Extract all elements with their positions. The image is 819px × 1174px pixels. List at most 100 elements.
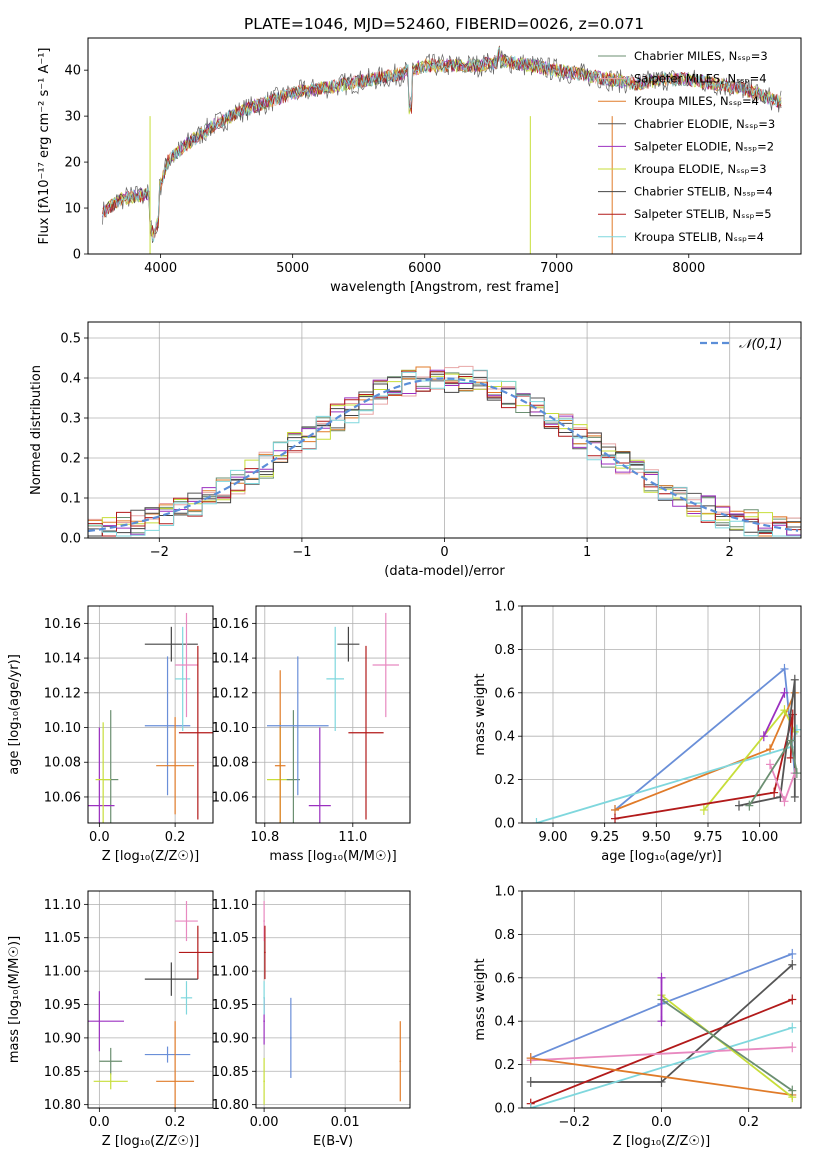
mass_vs_Z-xtick-label: 0.2 bbox=[165, 1115, 186, 1130]
mass_vs_Z-plot-area bbox=[88, 891, 213, 1108]
spectrum-legend-label: Chabrier ELODIE, Nₛₛₚ=3 bbox=[634, 117, 775, 131]
age_vs_Z-ytick-label: 10.14 bbox=[44, 652, 81, 667]
residuals-xtick-label: 0 bbox=[440, 545, 448, 560]
residuals-frame bbox=[87, 321, 802, 539]
weight_vs_Z-series-line bbox=[530, 1026, 793, 1108]
mass_vs_ebv-xlabel: E(B-V) bbox=[313, 1134, 353, 1149]
mass_vs_Z-ytick-label: 10.90 bbox=[44, 1031, 81, 1046]
age_vs_mass-xtick-label: 11.0 bbox=[338, 830, 367, 845]
weight_vs_Z-series-line bbox=[530, 1057, 793, 1096]
spectrum-ylabel: Flux [fλ10⁻¹⁷ erg cm⁻² s⁻¹ A⁻¹] bbox=[37, 48, 52, 245]
age_vs_Z-xlabel: Z [log₁₀(Z/Z☉)] bbox=[102, 849, 199, 864]
weight_vs_Z-series-line bbox=[530, 998, 793, 1105]
spectrum-xtick-label: 6000 bbox=[408, 261, 441, 276]
age_vs_mass-ytick-label: 10.10 bbox=[212, 721, 249, 736]
spectrum-legend-label: Kroupa MILES, Nₛₛₚ=4 bbox=[634, 94, 759, 108]
weight_vs_age-xtick-label: 10.00 bbox=[741, 830, 778, 845]
weight_vs_age-ytick-label: 0.4 bbox=[494, 730, 515, 745]
weight_vs_age-xtick-label: 9.00 bbox=[539, 830, 568, 845]
weight_vs_Z-xtick-label: 0.2 bbox=[738, 1115, 759, 1130]
mass_vs_ebv-ytick-label: 10.80 bbox=[212, 1098, 249, 1113]
age_vs_Z-xtick-label: 0.2 bbox=[165, 830, 186, 845]
residuals-ytick-label: 0.2 bbox=[60, 452, 81, 467]
age_vs_Z-ytick-label: 10.06 bbox=[44, 790, 81, 805]
residuals-ytick-label: 0.3 bbox=[60, 412, 81, 427]
mass_vs_Z-ytick-label: 10.80 bbox=[44, 1098, 81, 1113]
spectrum-plot-area bbox=[102, 45, 782, 254]
weight_vs_Z-ytick-label: 0.2 bbox=[494, 1058, 515, 1073]
residuals-xtick-label: −1 bbox=[292, 545, 311, 560]
mass_vs_ebv-ytick-label: 11.05 bbox=[212, 931, 249, 946]
weight_vs_age-ytick-label: 0.8 bbox=[494, 643, 515, 658]
residual-histogram bbox=[88, 369, 801, 537]
residuals-xtick-label: 2 bbox=[726, 545, 734, 560]
mass_vs_Z-ytick-label: 11.00 bbox=[44, 965, 81, 980]
normal-curve bbox=[88, 377, 799, 533]
spectrum-ytick-label: 0 bbox=[73, 248, 81, 263]
mass_vs_Z-xlabel: Z [log₁₀(Z/Z☉)] bbox=[102, 1134, 199, 1149]
mass_vs_Z-ytick-label: 11.05 bbox=[44, 931, 81, 946]
weight_vs_Z-xlabel: Z [log₁₀(Z/Z☉)] bbox=[613, 1134, 710, 1149]
spectrum-ytick-label: 20 bbox=[64, 156, 81, 171]
residuals-plot-area bbox=[88, 322, 801, 538]
weight_vs_Z-ytick-label: 0.4 bbox=[494, 1015, 515, 1030]
mass_vs_ebv-frame bbox=[255, 890, 411, 1109]
figure-title: PLATE=1046, MJD=52460, FIBERID=0026, z=0… bbox=[244, 15, 644, 33]
age_vs_mass-ytick-label: 10.14 bbox=[212, 652, 249, 667]
weight_vs_Z-series-line bbox=[660, 994, 793, 1098]
spectrum-series-line bbox=[102, 46, 782, 242]
weight_vs_Z-series-line bbox=[660, 998, 793, 1092]
age_vs_Z-ytick-label: 10.16 bbox=[44, 617, 81, 632]
spectrum-frame bbox=[87, 37, 802, 255]
residuals-ytick-label: 0.0 bbox=[60, 532, 81, 547]
weight_vs_Z-ytick-label: 0.6 bbox=[494, 971, 515, 986]
age_vs_mass-frame bbox=[255, 605, 411, 824]
spectrum-legend-label: Kroupa STELIB, Nₛₛₚ=4 bbox=[634, 230, 764, 244]
mass_vs_ebv-xtick-label: 0.00 bbox=[250, 1115, 279, 1130]
weight_vs_Z-ytick-label: 0.8 bbox=[494, 928, 515, 943]
weight_vs_age-series-line bbox=[614, 667, 796, 811]
spectrum-legend-label: Salpeter STELIB, Nₛₛₚ=5 bbox=[634, 207, 772, 221]
weight_vs_Z-xtick-label: −0.2 bbox=[559, 1115, 591, 1130]
weight_vs_age-series-line bbox=[738, 679, 796, 807]
weight_vs_age-series-line bbox=[762, 692, 786, 737]
weight_vs_age-ylabel: mass weight bbox=[473, 673, 488, 755]
weight_vs_Z-ytick-label: 0.0 bbox=[494, 1102, 515, 1117]
spectrum-legend-label: Chabrier STELIB, Nₛₛₚ=4 bbox=[634, 185, 773, 199]
spectrum-legend-label: Salpeter ELODIE, Nₛₛₚ=2 bbox=[634, 139, 774, 153]
mass_vs_ebv-ytick-label: 10.95 bbox=[212, 998, 249, 1013]
mass_vs_Z-ytick-label: 10.85 bbox=[44, 1065, 81, 1080]
weight_vs_age-xtick-label: 9.25 bbox=[590, 830, 619, 845]
mass_vs_Z-ytick-label: 11.10 bbox=[44, 898, 81, 913]
residuals-ytick-label: 0.5 bbox=[60, 332, 81, 347]
weight_vs_age-series-line bbox=[614, 692, 796, 811]
weight_vs_age-xtick-label: 9.50 bbox=[642, 830, 671, 845]
spectrum-xtick-label: 7000 bbox=[540, 261, 573, 276]
mass_vs_ebv-ytick-label: 10.90 bbox=[212, 1031, 249, 1046]
residual-histogram bbox=[88, 373, 801, 537]
weight_vs_Z-ytick-label: 1.0 bbox=[494, 885, 515, 900]
spectrum-legend-label: Chabrier MILES, Nₛₛₚ=3 bbox=[634, 49, 768, 63]
spectrum-legend-label: Kroupa ELODIE, Nₛₛₚ=3 bbox=[634, 162, 767, 176]
age_vs_mass-ytick-label: 10.12 bbox=[212, 686, 249, 701]
age_vs_Z-xtick-label: 0.0 bbox=[89, 830, 110, 845]
age_vs_Z-ytick-label: 10.10 bbox=[44, 721, 81, 736]
spectrum-ytick-label: 30 bbox=[64, 110, 81, 125]
age_vs_Z-plot-area bbox=[88, 606, 213, 823]
weight_vs_Z-plot-area bbox=[522, 891, 801, 1108]
mass_vs_Z-xtick-label: 0.0 bbox=[89, 1115, 110, 1130]
residuals-ylabel: Normed distribution bbox=[29, 365, 44, 495]
weight_vs_Z-frame bbox=[521, 890, 802, 1109]
mass_vs_ebv-plot-area bbox=[256, 891, 410, 1108]
spectrum-ytick-label: 40 bbox=[64, 64, 81, 79]
spectrum-xtick-label: 4000 bbox=[144, 261, 177, 276]
mass_vs_Z-ylabel: mass [log₁₀(M/M☉)] bbox=[7, 936, 22, 1063]
residuals-ytick-label: 0.1 bbox=[60, 492, 81, 507]
spectrum-xtick-label: 8000 bbox=[672, 261, 705, 276]
mass_vs_ebv-xtick-label: 0.01 bbox=[331, 1115, 360, 1130]
weight_vs_age-xtick-label: 9.75 bbox=[694, 830, 723, 845]
spectrum-xlabel: wavelength [Angstrom, rest frame] bbox=[330, 280, 559, 295]
age_vs_Z-ytick-label: 10.12 bbox=[44, 686, 81, 701]
weight_vs_age-plot-area bbox=[522, 606, 801, 823]
